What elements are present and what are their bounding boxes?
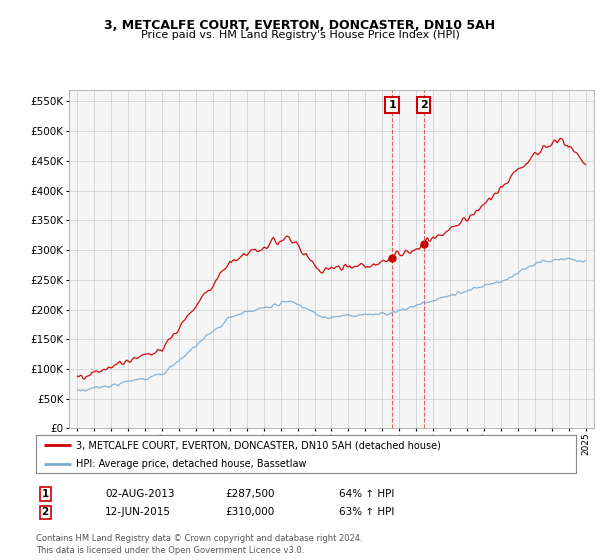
Text: 12-JUN-2015: 12-JUN-2015 [105,507,171,517]
Text: 3, METCALFE COURT, EVERTON, DONCASTER, DN10 5AH (detached house): 3, METCALFE COURT, EVERTON, DONCASTER, D… [77,440,442,450]
Text: 2: 2 [420,100,428,110]
Text: Price paid vs. HM Land Registry's House Price Index (HPI): Price paid vs. HM Land Registry's House … [140,30,460,40]
Text: 3, METCALFE COURT, EVERTON, DONCASTER, DN10 5AH: 3, METCALFE COURT, EVERTON, DONCASTER, D… [104,18,496,32]
Text: Contains HM Land Registry data © Crown copyright and database right 2024.
This d: Contains HM Land Registry data © Crown c… [36,534,362,555]
Text: 1: 1 [388,100,396,110]
Text: 1: 1 [41,489,49,499]
Text: 64% ↑ HPI: 64% ↑ HPI [339,489,394,499]
Text: 02-AUG-2013: 02-AUG-2013 [105,489,175,499]
Text: 2: 2 [41,507,49,517]
Text: HPI: Average price, detached house, Bassetlaw: HPI: Average price, detached house, Bass… [77,459,307,469]
Text: £310,000: £310,000 [225,507,274,517]
Text: £287,500: £287,500 [225,489,275,499]
Text: 63% ↑ HPI: 63% ↑ HPI [339,507,394,517]
